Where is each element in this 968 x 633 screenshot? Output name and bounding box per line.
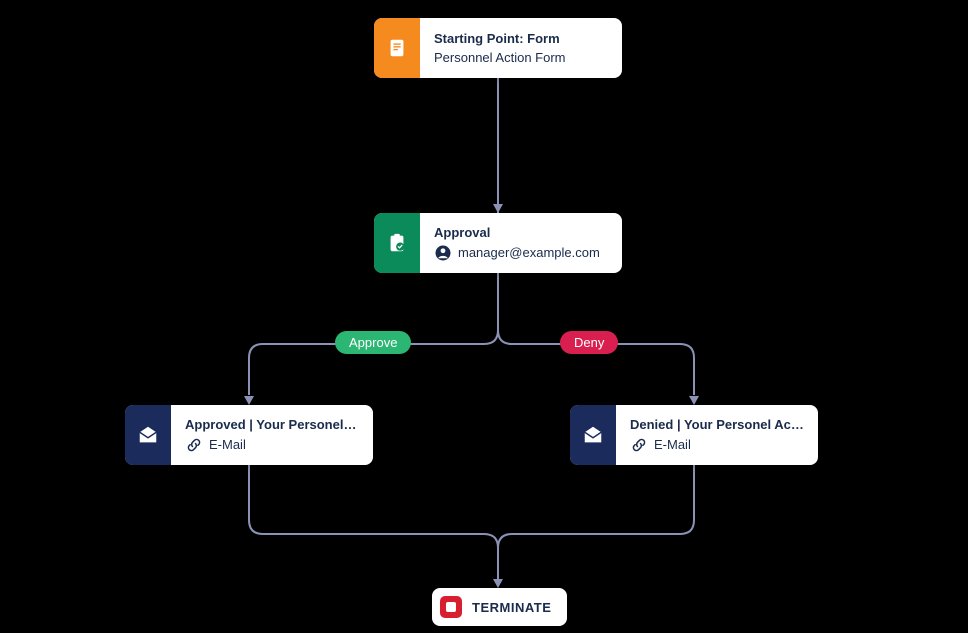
- deny-pill: Deny: [560, 331, 618, 354]
- stop-icon: [440, 596, 462, 618]
- node-denied-email[interactable]: Denied | Your Personel Actio... E-Mail: [570, 405, 818, 465]
- node-approval-title: Approval: [434, 225, 608, 240]
- node-denied-title: Denied | Your Personel Actio...: [630, 417, 804, 432]
- person-icon: [434, 244, 452, 262]
- node-start[interactable]: Starting Point: Form Personnel Action Fo…: [374, 18, 622, 78]
- envelope-icon: [570, 405, 616, 465]
- node-approved-email[interactable]: Approved | Your Personel Act... E-Mail: [125, 405, 373, 465]
- envelope-icon: [125, 405, 171, 465]
- document-icon: [374, 18, 420, 78]
- flowchart-canvas: Starting Point: Form Personnel Action Fo…: [0, 0, 968, 633]
- node-approved-subtitle: E-Mail: [185, 436, 359, 454]
- node-approval-subtitle: manager@example.com: [434, 244, 608, 262]
- approve-pill: Approve: [335, 331, 411, 354]
- connector-lines: [0, 0, 968, 633]
- node-approved-title: Approved | Your Personel Act...: [185, 417, 359, 432]
- node-start-title: Starting Point: Form: [434, 31, 608, 46]
- node-start-subtitle: Personnel Action Form: [434, 50, 608, 65]
- link-icon: [630, 436, 648, 454]
- terminate-label: TERMINATE: [472, 600, 551, 615]
- clipboard-check-icon: [374, 213, 420, 273]
- node-denied-subtitle: E-Mail: [630, 436, 804, 454]
- node-approval[interactable]: Approval manager@example.com: [374, 213, 622, 273]
- node-terminate[interactable]: TERMINATE: [432, 588, 567, 626]
- link-icon: [185, 436, 203, 454]
